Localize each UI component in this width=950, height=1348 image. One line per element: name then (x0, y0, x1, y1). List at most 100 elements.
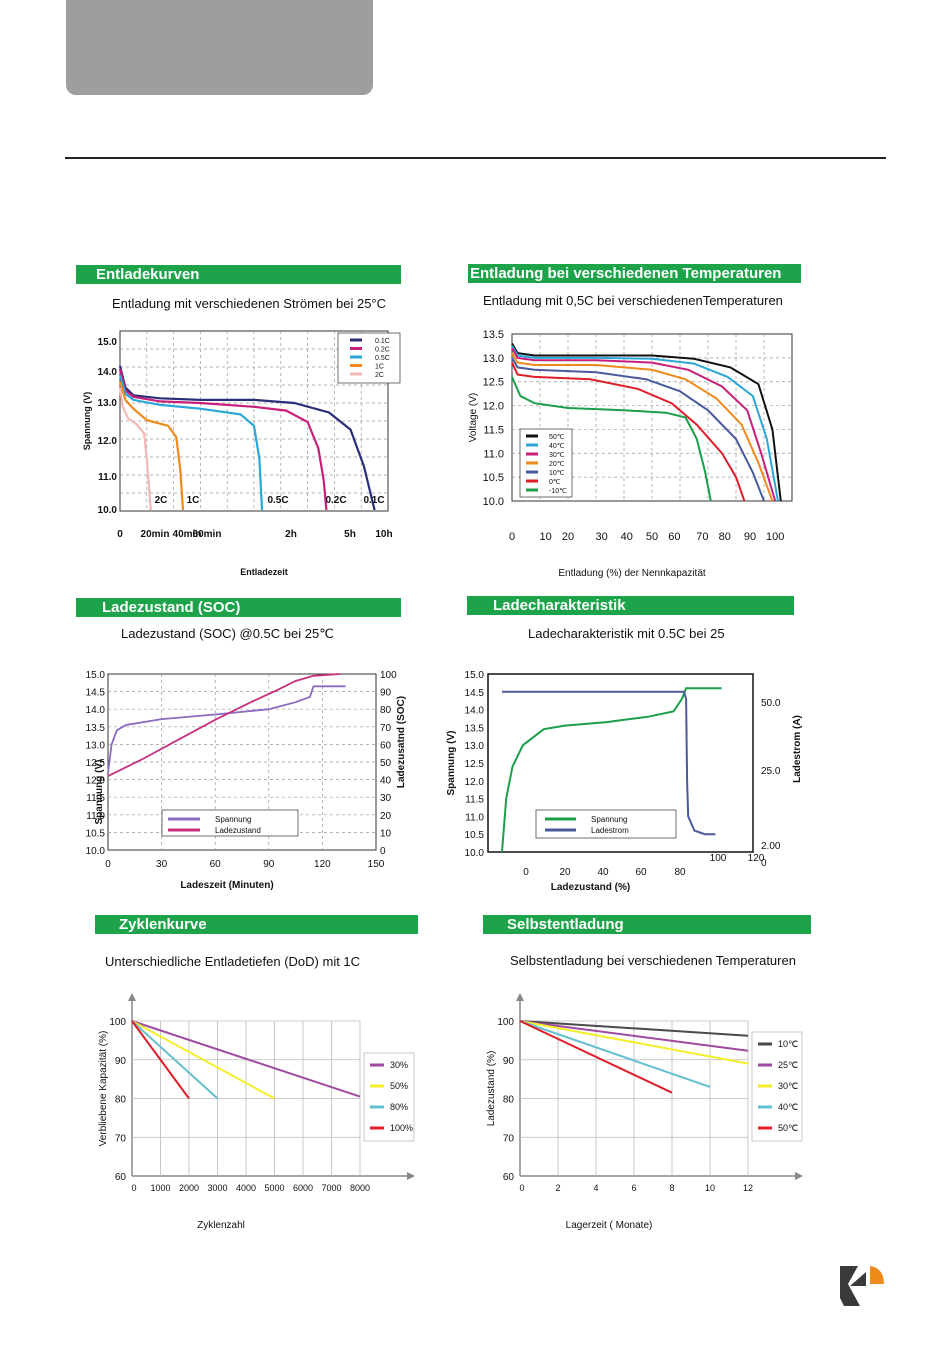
series-line-Ladezustand (107, 673, 341, 777)
section-header-selbst: Selbstentladung (483, 915, 811, 934)
legend-label: Ladestrom (591, 826, 629, 835)
x-tick-label: 6000 (293, 1183, 313, 1193)
y-right-tick-label: 60 (380, 740, 392, 751)
y-axis-label: Ladezustand (%) (486, 1051, 497, 1127)
chart-subtitle-selbst: Selbstentladung bei verschiedenen Temper… (510, 953, 796, 968)
y-tick-label: 10.0 (98, 505, 118, 516)
y-tick-label: 12.5 (465, 759, 485, 770)
x-tick-label: 40min (173, 529, 202, 540)
legend-label: 30% (390, 1060, 408, 1070)
y-right-axis-label: Ladestrom (A) (792, 715, 803, 783)
y-tick-label: 12.5 (86, 758, 106, 769)
curve-label: 0.2C (325, 495, 346, 506)
y-tick-label: 10.5 (465, 830, 485, 841)
series-line-30℃ (519, 1020, 749, 1065)
x-tick-label: 4 (593, 1183, 598, 1193)
y-tick-label: 10.5 (86, 828, 106, 839)
legend-label: Spannung (215, 815, 251, 824)
y-tick-label: 60 (503, 1172, 515, 1183)
x-tick-label: 150 (368, 859, 385, 870)
series-line-0.1C (118, 365, 376, 511)
series-line-2C (118, 387, 152, 511)
y-tick-label: 13.0 (483, 353, 504, 365)
series-line-10℃ (519, 1020, 749, 1037)
x-tick-label: 4000 (236, 1183, 256, 1193)
legend-label: 50% (390, 1081, 408, 1091)
legend-box (535, 809, 677, 839)
y-tick-label: 12.0 (98, 436, 118, 447)
x-tick-label: 2 (555, 1183, 560, 1193)
y-tick-label: 11.0 (86, 811, 105, 822)
y-tick-label: 90 (115, 1056, 127, 1067)
legend-label: 50℃ (549, 434, 565, 441)
y-right-tick-label: 25.0 (761, 766, 781, 777)
section-header-entladekurven: Entladekurven (76, 265, 401, 284)
y-tick-label: 13.0 (86, 740, 106, 751)
legend-label: 30℃ (778, 1081, 798, 1091)
chart-lade: 10.0 10.5 11.0 11.5 12.0 12.5 13.0 13.5 14.0 14.5… (446, 670, 803, 893)
y-right-tick-label: 80 (380, 705, 392, 716)
section-header-label: Selbstentladung (507, 916, 624, 933)
x-tick-label: 60 (635, 867, 647, 878)
x-tick-label: 40 (621, 531, 633, 543)
series-line-80% (131, 1020, 219, 1100)
chart-subtitle-temperaturen: Entladung mit 0,5C bei verschiedenenTemp… (483, 293, 783, 308)
y-tick-label: 11.0 (98, 472, 117, 483)
series-line-25℃ (519, 1020, 749, 1052)
chart-soc: 10.0 10.5 11.0 11.5 12.0 12.5 13.0 13.5 14.0 14.5… (86, 670, 407, 891)
y-right-tick-label: 10 (380, 828, 392, 839)
chart-selbst: 60 70 80 90 100 0 2 4 6 8 10 12 Lagerzeit ( Monate) L… (486, 993, 803, 1231)
y-tick-label: 100 (497, 1017, 514, 1028)
y-right-tick-label: 30 (380, 793, 392, 804)
y-tick-label: 11.5 (483, 424, 504, 436)
y-tick-label: 70 (115, 1133, 127, 1144)
series-line-50℃ (511, 342, 782, 502)
y-tick-label: 14.0 (86, 705, 106, 716)
curve-label: 0.1C (363, 495, 384, 506)
series-line-30℃ (511, 347, 777, 502)
y-right-tick-label: 40 (380, 776, 392, 787)
legend-label: -10℃ (549, 488, 567, 495)
x-tick-label: 60 (210, 859, 222, 870)
section-header-label: Ladezustand (SOC) (102, 599, 241, 616)
header-grey-block (66, 0, 373, 95)
y-tick-label: 12.0 (465, 777, 485, 788)
series-line--10℃ (511, 376, 712, 502)
x-tick-label: 8000 (350, 1183, 370, 1193)
section-header-label: Entladekurven (96, 266, 200, 283)
legend-label: 0.1C (375, 338, 390, 345)
y-tick-label: 14.0 (465, 706, 485, 717)
chart-subtitle-soc: Ladezustand (SOC) @0.5C bei 25℃ (121, 626, 334, 641)
x-tick-label: 1000 (150, 1183, 170, 1193)
x-tick-label: 20 (559, 867, 571, 878)
series-line-30% (131, 1020, 361, 1098)
x-axis-arrow (795, 1172, 803, 1180)
y-tick-label: 14.5 (465, 688, 485, 699)
y-tick-label: 15.0 (98, 337, 118, 348)
y-tick-label: 13.5 (483, 329, 504, 341)
y-tick-label: 10.0 (86, 846, 106, 857)
series-line-20℃ (511, 352, 774, 502)
y-tick-label: 11.5 (86, 793, 105, 804)
y-tick-label: 15.0 (465, 670, 485, 681)
x-tick-label: 30 (595, 531, 607, 543)
x-tick-label: 20 (562, 531, 574, 543)
y-tick-label: 14.0 (98, 367, 118, 378)
y-tick-label: 12.0 (86, 776, 106, 787)
series-line-1C (118, 380, 185, 511)
x-tick-label: 90 (263, 859, 275, 870)
series-line-0.5C (118, 374, 264, 511)
legend-label: 0℃ (549, 479, 561, 486)
y-tick-label: 11.5 (465, 795, 484, 806)
series-line-50℃ (519, 1020, 673, 1094)
chart-subtitle-entladekurven: Entladung mit verschiedenen Strömen bei … (112, 296, 387, 311)
x-axis-label: Ladezustand (%) (551, 882, 630, 893)
series-line-Spannung (501, 687, 722, 853)
x-tick-label: 60 (668, 531, 680, 543)
y-tick-label: 13.0 (465, 741, 485, 752)
x-axis-label: Ladeszeit (Minuten) (180, 880, 273, 891)
brand-logo-icon (840, 1266, 884, 1306)
y-tick-label: 70 (503, 1133, 515, 1144)
x-tick-label: 2000 (179, 1183, 199, 1193)
